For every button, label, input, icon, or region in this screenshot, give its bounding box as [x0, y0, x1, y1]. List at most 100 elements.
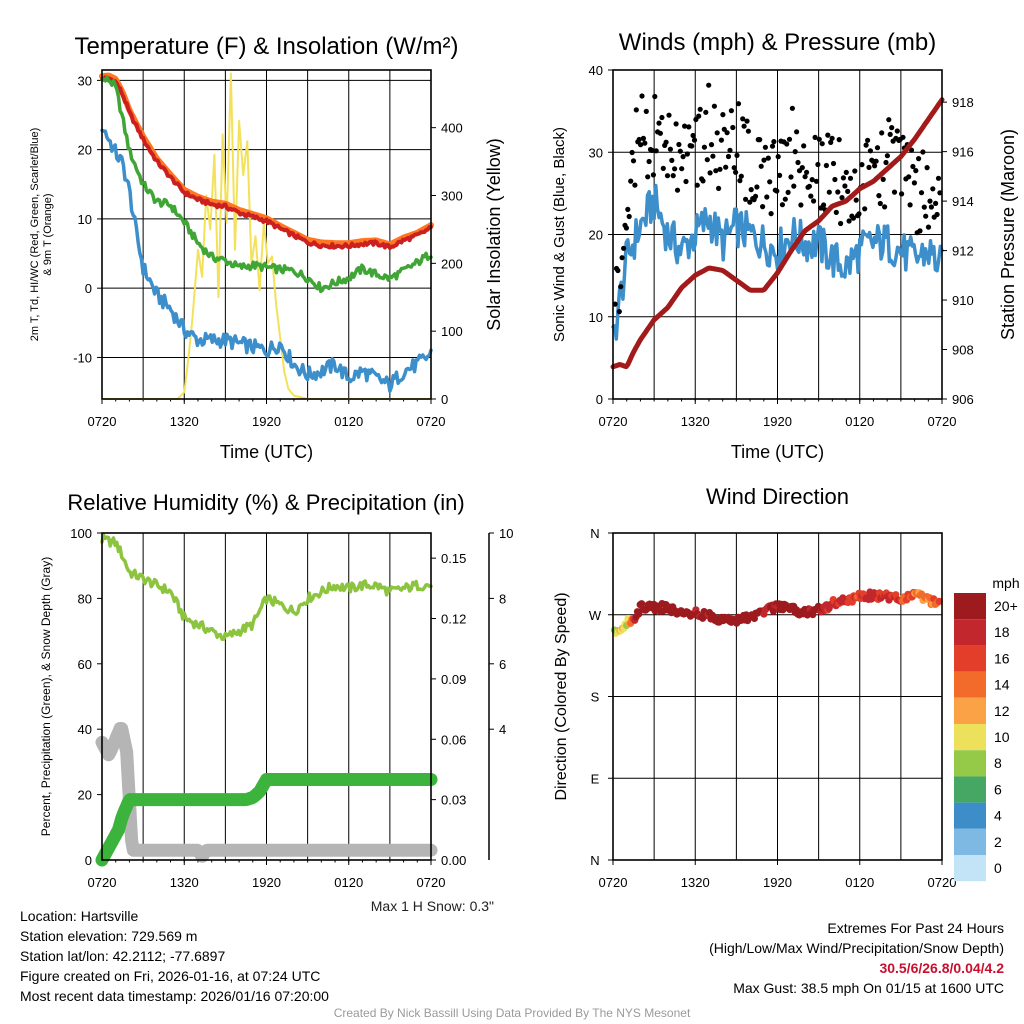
- gust-point: [829, 135, 835, 141]
- gust-point: [674, 187, 681, 193]
- gust-point: [899, 191, 905, 197]
- precip-tick-label: 0.06: [441, 732, 466, 747]
- gust-point: [866, 164, 872, 170]
- gust-point: [894, 128, 900, 134]
- gust-point: [821, 202, 827, 208]
- legend-swatch: [954, 724, 986, 751]
- station-pressure-line: [610, 97, 945, 370]
- gust-point: [676, 141, 682, 148]
- gust-point: [771, 139, 777, 145]
- gust-point: [646, 158, 652, 165]
- gust-point: [677, 148, 683, 154]
- gust-point: [744, 118, 750, 124]
- gust-point: [874, 145, 881, 151]
- pressure-tick-label: 912: [952, 244, 974, 259]
- gust-point: [767, 179, 773, 185]
- gust-point: [737, 178, 743, 184]
- gust-point: [906, 174, 912, 180]
- legend-swatch: [954, 593, 986, 620]
- snow-tick-label: 8: [499, 591, 506, 606]
- y-tick-label: 80: [78, 591, 92, 606]
- gust-point: [663, 139, 669, 145]
- y-tick-label: 30: [589, 145, 603, 160]
- y-tick-label: W: [589, 608, 602, 623]
- gust-point: [828, 139, 834, 145]
- gust-point: [859, 162, 865, 168]
- chart-title-wind-direction: Wind Direction: [706, 484, 849, 509]
- y-tick-label: E: [591, 771, 600, 786]
- gust-point: [649, 147, 655, 153]
- legend-label: 8: [994, 755, 1002, 771]
- gust-point: [782, 196, 788, 202]
- gust-point: [710, 153, 716, 159]
- legend-swatch: [954, 671, 986, 698]
- gust-point: [642, 140, 648, 146]
- x-tick-label: 1320: [170, 414, 199, 429]
- x-tick-label: 0720: [599, 875, 628, 890]
- wind-direction-point: [935, 597, 943, 606]
- gust-point: [764, 194, 770, 200]
- gust-point: [891, 189, 898, 195]
- x-tick-label: 1920: [763, 414, 792, 429]
- legend-swatch: [954, 802, 986, 829]
- gust-point: [666, 112, 672, 118]
- created-line: Figure created on Fri, 2026-01-16, at 07…: [20, 968, 321, 984]
- gust-point: [629, 149, 635, 156]
- gust-point: [731, 165, 737, 171]
- gust-point: [880, 176, 886, 182]
- gust-point: [667, 146, 674, 152]
- gust-point: [616, 309, 622, 315]
- gust-point: [785, 189, 791, 195]
- y-tick-label: 20: [78, 143, 92, 158]
- gust-point: [883, 159, 889, 166]
- gust-point: [743, 196, 749, 202]
- y-tick-label: 40: [589, 63, 603, 78]
- gust-point: [696, 113, 702, 119]
- gust-point: [918, 190, 925, 196]
- gust-point: [777, 172, 783, 178]
- gust-point: [625, 206, 631, 212]
- gust-point: [633, 107, 639, 113]
- x-tick-label: 0120: [845, 875, 874, 890]
- elevation-line: Station elevation: 729.569 m: [20, 928, 198, 944]
- precip-tick-label: 0.15: [441, 551, 466, 566]
- y-tick-label: 40: [78, 722, 92, 737]
- precip-tick-label: 0.00: [441, 853, 466, 868]
- gust-point: [808, 193, 814, 199]
- legend-label: 4: [994, 808, 1002, 824]
- gust-point: [659, 114, 665, 121]
- pressure-tick-label: 910: [952, 293, 974, 308]
- gust-point: [920, 149, 926, 155]
- gust-point: [833, 209, 839, 215]
- x-tick-label: 0720: [417, 875, 446, 890]
- gust-point: [672, 166, 678, 172]
- x-tick-label: 1920: [252, 414, 281, 429]
- gust-point: [927, 198, 933, 204]
- gust-point: [856, 211, 862, 217]
- gust-point: [670, 173, 676, 179]
- x-tick-label: 1320: [170, 875, 199, 890]
- gust-point: [694, 182, 700, 188]
- gust-point: [862, 206, 868, 212]
- gust-point: [748, 187, 754, 193]
- chart-title-humidity: Relative Humidity (%) & Precipitation (i…: [67, 490, 464, 515]
- extremes-info: Extremes For Past 24 Hours (High/Low/Max…: [709, 918, 1004, 998]
- precip-tick-label: 0.03: [441, 793, 466, 808]
- y-tick-label: 20: [589, 228, 603, 243]
- gust-point: [769, 143, 776, 149]
- y-axis-label-humidity: Percent, Precipitation (Green), & Snow D…: [39, 557, 53, 836]
- gust-point: [877, 200, 883, 207]
- gust-point: [928, 204, 935, 210]
- pressure-tick-label: 908: [952, 343, 974, 358]
- gust-point: [703, 109, 709, 115]
- chart-title-winds: Winds (mph) & Pressure (mb): [619, 29, 936, 56]
- gust-point: [813, 178, 820, 184]
- gust-point: [723, 164, 729, 170]
- gust-point: [792, 149, 798, 155]
- gust-point: [804, 169, 810, 175]
- legend-swatch: [954, 828, 986, 855]
- legend-swatch: [954, 855, 986, 882]
- gust-point: [789, 105, 796, 111]
- gust-point: [923, 213, 929, 219]
